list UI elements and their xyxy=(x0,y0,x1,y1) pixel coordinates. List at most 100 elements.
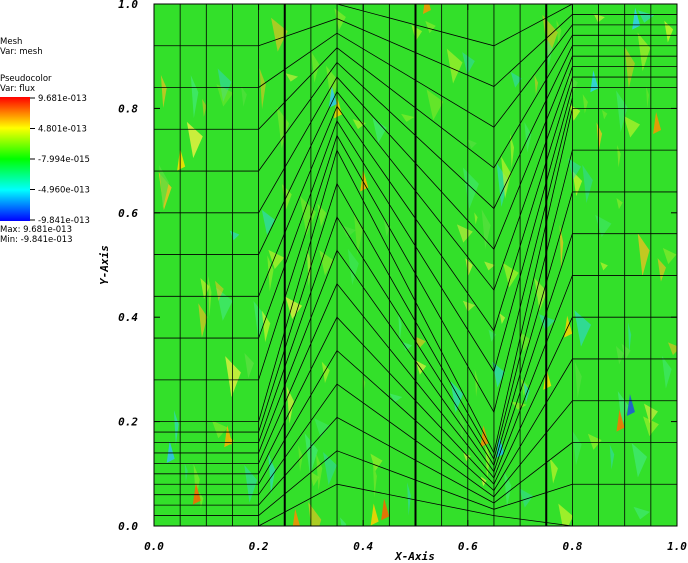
flux-streak xyxy=(314,418,331,438)
flux-streak xyxy=(462,167,479,209)
mesh-zigzag-line xyxy=(258,45,573,210)
flux-streak xyxy=(271,17,288,52)
flux-streak xyxy=(446,48,463,84)
flux-streak xyxy=(462,300,476,312)
flux-streak xyxy=(667,342,677,356)
flux-streak xyxy=(549,458,558,484)
y-tick-label: 1.0 xyxy=(118,0,138,11)
flux-streak xyxy=(401,113,415,122)
pseudocolor-legend-var: Var: flux xyxy=(0,84,35,94)
flux-streak xyxy=(582,94,588,114)
mesh-zigzag-line xyxy=(258,66,573,291)
flux-streak xyxy=(398,312,402,343)
color-label-q3: 4.801e-013 xyxy=(38,125,87,135)
flux-streak xyxy=(567,158,582,180)
min-value-label: Min: -9.841e-013 xyxy=(0,235,73,245)
flux-streak xyxy=(415,360,427,375)
flux-streak xyxy=(545,37,553,67)
flux-streak xyxy=(582,164,593,204)
flux-spot xyxy=(653,112,662,135)
mesh-legend-title: Mesh xyxy=(0,37,22,47)
flux-streak xyxy=(559,224,564,269)
flux-streak xyxy=(158,164,169,209)
flux-streak xyxy=(285,296,303,320)
flux-streak xyxy=(474,369,479,398)
flux-streak xyxy=(340,517,347,526)
flux-streak xyxy=(484,261,495,271)
flux-streak xyxy=(510,72,522,88)
mesh-zigzag-line xyxy=(258,14,573,87)
flux-streak xyxy=(596,122,603,151)
flux-streak xyxy=(595,214,612,238)
flux-streak xyxy=(615,346,624,365)
flux-streak xyxy=(321,361,330,384)
plot-frame xyxy=(153,3,678,527)
x-tick-label: 0.4 xyxy=(353,540,373,553)
flux-streak xyxy=(353,213,363,255)
flux-streak xyxy=(186,121,203,159)
flux-streak xyxy=(259,68,266,110)
flux-streak xyxy=(600,262,608,271)
flux-streak xyxy=(319,250,334,276)
flux-streak xyxy=(511,401,527,410)
flux-streak xyxy=(631,443,648,478)
flux-spot xyxy=(590,70,599,93)
flux-streak xyxy=(276,106,290,149)
flux-streak xyxy=(574,310,592,347)
flux-streak xyxy=(160,74,167,108)
color-label-q1: -4.960e-013 xyxy=(38,186,90,196)
y-tick-label: 0.6 xyxy=(118,207,138,220)
flux-streak xyxy=(341,225,357,238)
flux-streak xyxy=(456,224,473,243)
flux-streak xyxy=(462,52,475,75)
mesh-zigzag-line xyxy=(258,4,573,47)
mesh-zigzag-line xyxy=(258,76,573,332)
color-label-max: 9.681e-013 xyxy=(38,94,87,104)
flux-streak xyxy=(200,278,210,300)
y-tick-label: 0.4 xyxy=(118,311,138,324)
flux-streak xyxy=(370,453,383,472)
x-axis-title: X-Axis xyxy=(394,550,435,563)
legend: Mesh Var: mesh Pseudocolor Var: flux 9.6… xyxy=(0,37,90,245)
flux-spot xyxy=(496,435,505,458)
flux-streak xyxy=(425,20,436,34)
flux-streak xyxy=(244,353,254,379)
flux-streak xyxy=(623,115,641,138)
flux-streak xyxy=(267,255,274,292)
flux-streak xyxy=(268,453,276,495)
flux-streak xyxy=(624,46,635,89)
mesh-zigzag-line xyxy=(258,450,573,516)
color-label-min: -9.841e-013 xyxy=(38,216,90,226)
flux-streak xyxy=(383,219,391,237)
pseudocolor-legend-title: Pseudocolor xyxy=(0,74,52,84)
flux-streak xyxy=(501,156,511,199)
flux-streak xyxy=(214,280,224,301)
mesh-zigzag-line xyxy=(258,275,573,479)
flux-streak xyxy=(411,24,423,42)
flux-streak xyxy=(485,442,491,480)
flux-streak xyxy=(465,257,473,276)
flux-streak xyxy=(593,13,605,23)
flux-streak xyxy=(474,212,478,225)
flux-streak xyxy=(316,453,323,491)
flux-streak xyxy=(323,452,337,486)
flux-streak xyxy=(309,471,320,487)
mesh-zigzag-line xyxy=(258,316,573,485)
x-tick-label: 1.0 xyxy=(667,540,687,553)
flux-streak xyxy=(261,310,271,343)
flux-streak xyxy=(372,461,377,498)
flux-streak xyxy=(609,444,615,470)
flux-streak xyxy=(199,491,204,509)
flux-streak xyxy=(481,209,491,250)
flux-streak xyxy=(463,452,471,462)
max-value-label: Max: 9.681e-013 xyxy=(0,225,72,235)
flux-streak xyxy=(510,133,515,169)
mesh-lines xyxy=(154,4,677,526)
flux-spot xyxy=(616,409,625,432)
mesh-legend-var: Var: mesh xyxy=(0,47,43,57)
flux-streak xyxy=(646,86,650,108)
flux-streak xyxy=(306,248,312,287)
flux-streak xyxy=(601,109,608,120)
flux-streak xyxy=(621,343,631,361)
